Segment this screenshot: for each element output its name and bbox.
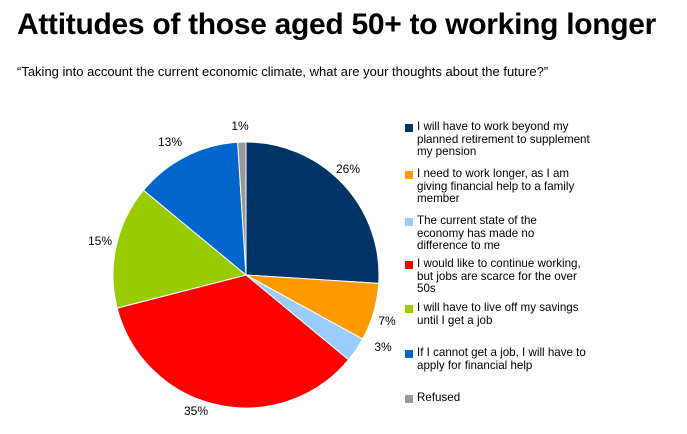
pie-slice-4 xyxy=(116,274,350,409)
slice-label-7: 1% xyxy=(231,119,249,133)
legend-label: I will have to live off my savings until … xyxy=(417,301,579,327)
legend-item-4: I would like to continue working, but job… xyxy=(405,257,607,296)
pie-slice-5 xyxy=(112,189,248,309)
slice-label-3: 3% xyxy=(374,340,392,354)
slice-label-6: 13% xyxy=(158,135,182,149)
legend-swatch xyxy=(405,350,413,358)
legend-item-6: If I cannot get a job, I will have to app… xyxy=(405,346,607,372)
legend-swatch xyxy=(405,218,413,226)
legend-label: The current state of the economy has made… xyxy=(417,214,537,253)
pie-slice-7 xyxy=(237,141,247,276)
chart-subtitle: “Taking into account the current economi… xyxy=(17,64,549,79)
legend-swatch xyxy=(405,261,413,269)
legend-item-2: I need to work longer, as I am giving fin… xyxy=(405,167,607,206)
legend-label: I need to work longer, as I am giving fin… xyxy=(417,167,575,206)
legend-label: Refused xyxy=(417,391,461,404)
legend-item-5: I will have to live off my savings until … xyxy=(405,301,607,327)
legend-item-7: Refused xyxy=(405,391,607,405)
legend-swatch xyxy=(405,395,413,403)
legend-item-3: The current state of the economy has made… xyxy=(405,214,607,253)
pie-slice-1 xyxy=(245,141,380,284)
pie-slice-6 xyxy=(142,141,247,277)
legend-swatch xyxy=(405,171,413,179)
slice-label-1: 26% xyxy=(336,162,360,176)
legend-swatch xyxy=(405,124,413,132)
legend-label: I will have to work beyond my planned ret… xyxy=(417,120,590,159)
legend-item-1: I will have to work beyond my planned ret… xyxy=(405,120,607,159)
legend-label: If I cannot get a job, I will have to app… xyxy=(417,346,586,372)
legend-swatch xyxy=(405,305,413,313)
chart-title: Attitudes of those aged 50+ to working l… xyxy=(17,8,657,41)
slice-label-4: 35% xyxy=(184,404,208,418)
slice-label-2: 7% xyxy=(378,314,396,328)
slice-label-5: 15% xyxy=(88,234,112,248)
legend-label: I would like to continue working, but job… xyxy=(417,257,581,296)
